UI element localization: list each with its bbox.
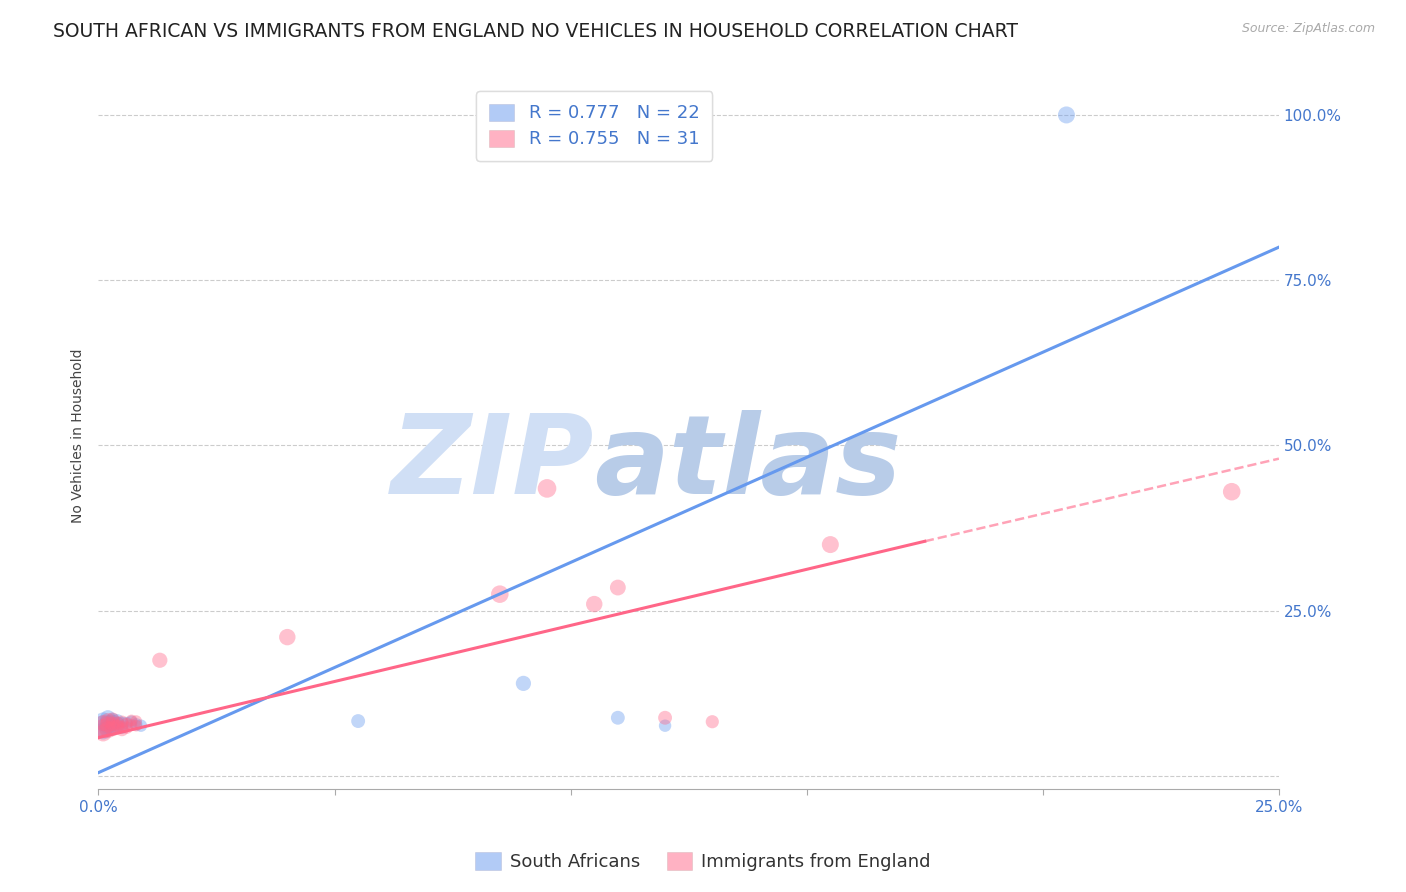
Point	[91, 716, 114, 731]
Point	[149, 653, 172, 667]
Point	[91, 719, 114, 733]
Point	[105, 716, 128, 731]
Point	[105, 717, 128, 731]
Point	[91, 714, 114, 729]
Point	[91, 723, 114, 738]
Text: atlas: atlas	[595, 410, 901, 517]
Point	[105, 720, 128, 734]
Point	[820, 538, 842, 552]
Y-axis label: No Vehicles in Household: No Vehicles in Household	[72, 348, 86, 523]
Point	[101, 712, 124, 726]
Point	[115, 716, 138, 731]
Point	[654, 719, 676, 733]
Point	[115, 716, 138, 731]
Point	[1220, 484, 1243, 499]
Point	[347, 714, 370, 728]
Point	[111, 721, 134, 735]
Text: Source: ZipAtlas.com: Source: ZipAtlas.com	[1241, 22, 1375, 36]
Point	[654, 711, 676, 725]
Point	[97, 722, 120, 736]
Point	[97, 717, 120, 731]
Point	[583, 597, 606, 611]
Point	[105, 714, 128, 728]
Point	[91, 726, 114, 740]
Text: SOUTH AFRICAN VS IMMIGRANTS FROM ENGLAND NO VEHICLES IN HOUSEHOLD CORRELATION CH: SOUTH AFRICAN VS IMMIGRANTS FROM ENGLAND…	[53, 22, 1018, 41]
Point	[101, 722, 124, 736]
Point	[606, 581, 628, 595]
Point	[1054, 108, 1077, 122]
Point	[121, 714, 143, 728]
Point	[97, 714, 120, 728]
Point	[125, 719, 148, 733]
Point	[91, 722, 114, 736]
Point	[101, 713, 124, 727]
Legend: R = 0.777   N = 22, R = 0.755   N = 31: R = 0.777 N = 22, R = 0.755 N = 31	[477, 91, 711, 161]
Point	[606, 711, 628, 725]
Point	[97, 711, 120, 725]
Point	[111, 714, 134, 729]
Point	[125, 714, 148, 728]
Point	[536, 482, 558, 496]
Point	[97, 723, 120, 737]
Point	[125, 717, 148, 731]
Point	[101, 716, 124, 731]
Point	[101, 716, 124, 731]
Point	[121, 714, 143, 729]
Text: ZIP: ZIP	[391, 410, 595, 517]
Point	[97, 717, 120, 731]
Point	[488, 587, 510, 601]
Point	[111, 716, 134, 731]
Point	[101, 719, 124, 733]
Point	[129, 719, 152, 733]
Point	[111, 723, 134, 737]
Point	[512, 676, 534, 690]
Point	[105, 719, 128, 733]
Point	[115, 721, 138, 735]
Point	[702, 714, 724, 729]
Legend: South Africans, Immigrants from England: South Africans, Immigrants from England	[468, 846, 938, 879]
Point	[111, 719, 134, 733]
Point	[121, 718, 143, 732]
Point	[276, 630, 298, 644]
